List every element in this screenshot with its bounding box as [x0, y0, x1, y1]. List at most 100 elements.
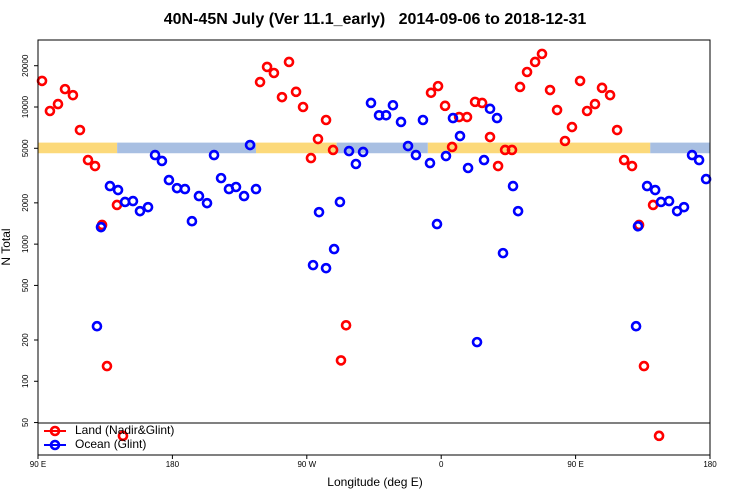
point [104, 180, 116, 192]
point [506, 144, 518, 156]
point [507, 180, 519, 192]
point [343, 145, 355, 157]
point [179, 183, 191, 195]
point [244, 139, 256, 151]
point [454, 130, 466, 142]
point [91, 320, 103, 332]
point [387, 99, 399, 111]
point [632, 220, 644, 232]
point [67, 89, 79, 101]
point [655, 196, 667, 208]
y-tick-label: 100 [21, 374, 30, 388]
point [410, 149, 422, 161]
y-axis-label: N Total [0, 228, 13, 265]
point [101, 360, 113, 372]
point [320, 114, 332, 126]
point [440, 150, 452, 162]
point [559, 135, 571, 147]
point [142, 201, 154, 213]
point [95, 221, 107, 233]
point [327, 144, 339, 156]
point [395, 116, 407, 128]
point [497, 247, 509, 259]
point [186, 215, 198, 227]
point [544, 84, 556, 96]
point [678, 201, 690, 213]
y-tick-label: 20000 [21, 54, 30, 77]
point [491, 112, 503, 124]
point [447, 112, 459, 124]
point [193, 190, 205, 202]
point [201, 197, 213, 209]
y-tick-label: 50 [21, 418, 30, 427]
point [112, 184, 124, 196]
point [149, 149, 161, 161]
point [417, 114, 429, 126]
point [432, 80, 444, 92]
point [82, 154, 94, 166]
x-tick-label: 90 W [297, 460, 316, 469]
point [117, 430, 129, 442]
point [156, 155, 168, 167]
point [163, 174, 175, 186]
point [686, 149, 698, 161]
point [471, 336, 483, 348]
point [254, 76, 266, 88]
point [36, 75, 48, 87]
point [630, 320, 642, 332]
point [484, 131, 496, 143]
point [536, 48, 548, 60]
point [514, 81, 526, 93]
land-band [256, 142, 337, 154]
point [328, 243, 340, 255]
ocean-band [117, 142, 257, 154]
point [59, 83, 71, 95]
point [134, 205, 146, 217]
point [307, 259, 319, 271]
x-tick-label: 90 E [567, 460, 583, 469]
point [127, 195, 139, 207]
point [446, 141, 458, 153]
legend-label: Land (Nadir&Glint) [75, 423, 174, 437]
chart-title: 40N-45N July (Ver 11.1_early) 2014-09-06… [164, 11, 587, 28]
point [305, 152, 317, 164]
legend-marker [49, 439, 61, 451]
y-tick-label: 10000 [21, 95, 30, 118]
point [290, 86, 302, 98]
point [551, 104, 563, 116]
point [238, 190, 250, 202]
point [313, 206, 325, 218]
point [700, 173, 712, 185]
point [52, 98, 64, 110]
point [208, 149, 220, 161]
point [638, 360, 650, 372]
point [276, 91, 288, 103]
legend-marker [49, 425, 61, 437]
point [492, 160, 504, 172]
plot-frame [37, 39, 711, 456]
y-tick-label: 500 [21, 278, 30, 292]
point [283, 56, 295, 68]
point [230, 181, 242, 193]
point [402, 140, 414, 152]
point [649, 184, 661, 196]
point [312, 133, 324, 145]
point [365, 97, 377, 109]
point [618, 154, 630, 166]
point [297, 101, 309, 113]
y-tick-label: 1000 [21, 235, 30, 253]
point [512, 205, 524, 217]
point [250, 183, 262, 195]
point [574, 75, 586, 87]
land-band [38, 142, 118, 154]
point [529, 56, 541, 68]
point [357, 146, 369, 158]
x-tick-label: 180 [703, 460, 717, 469]
x-tick-label: 0 [439, 460, 444, 469]
point [340, 319, 352, 331]
ocean-band [650, 142, 710, 154]
point [581, 105, 593, 117]
y-tick-label: 5000 [21, 139, 30, 157]
plot [36, 48, 712, 442]
